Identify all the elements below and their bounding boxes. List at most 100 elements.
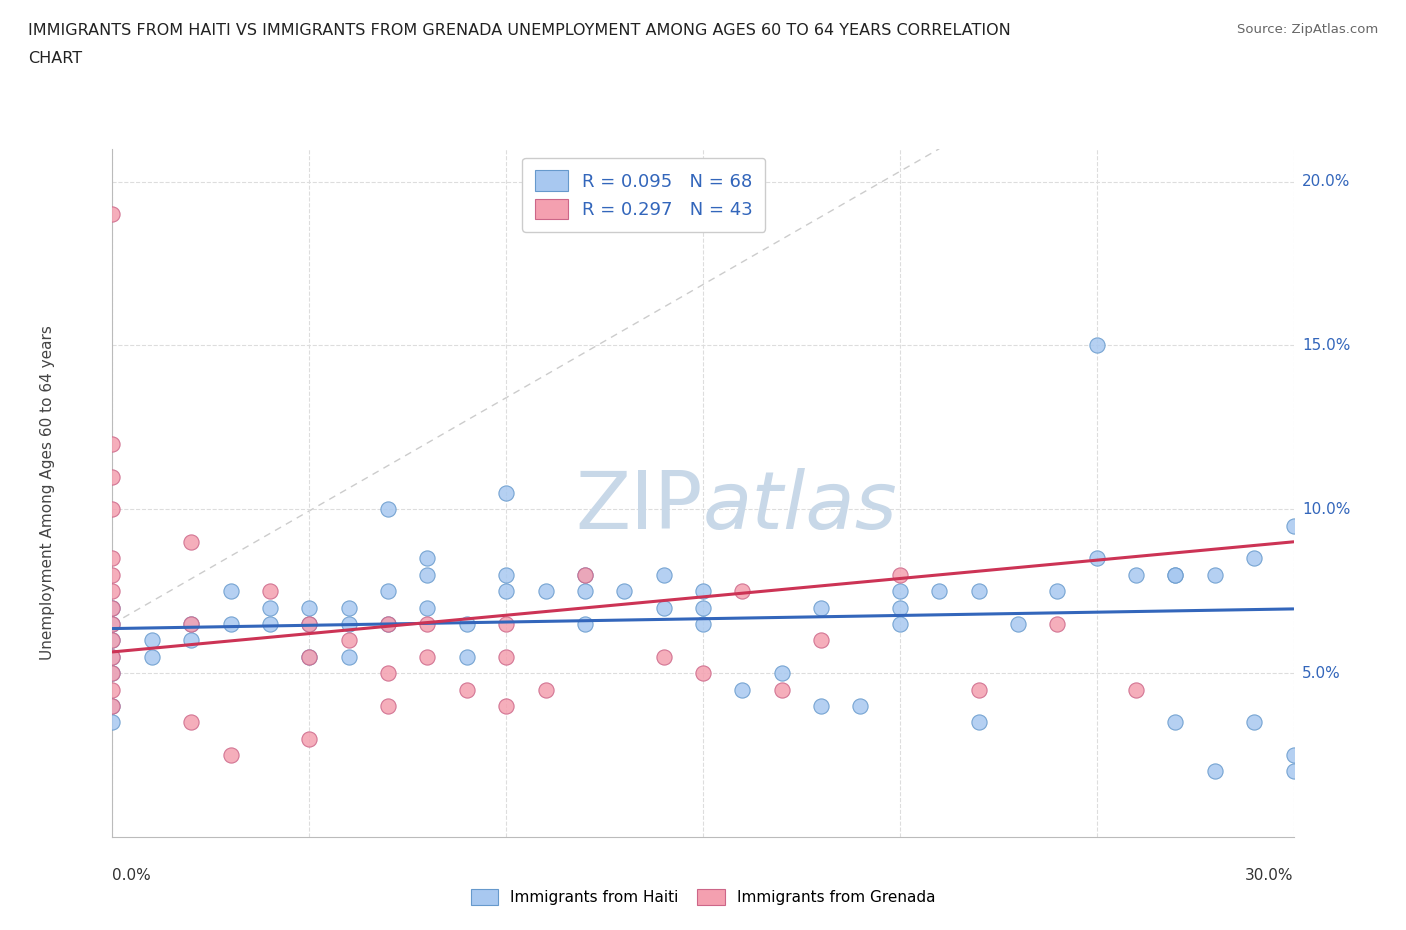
Point [889, 584, 911, 599]
Point [377, 666, 399, 681]
Point [810, 600, 832, 615]
Text: Source: ZipAtlas.com: Source: ZipAtlas.com [1237, 23, 1378, 36]
Point [377, 617, 399, 631]
Point [1282, 748, 1305, 763]
Point [574, 567, 596, 582]
Point [889, 617, 911, 631]
Point [180, 535, 202, 550]
Point [889, 600, 911, 615]
Point [101, 617, 124, 631]
Point [337, 617, 360, 631]
Point [1085, 338, 1108, 352]
Point [1164, 715, 1187, 730]
Point [337, 633, 360, 648]
Point [377, 502, 399, 517]
Point [692, 666, 714, 681]
Point [495, 698, 517, 713]
Point [1085, 551, 1108, 565]
Point [101, 600, 124, 615]
Point [416, 649, 439, 664]
Point [101, 698, 124, 713]
Point [692, 617, 714, 631]
Point [574, 567, 596, 582]
Point [1204, 567, 1226, 582]
Point [337, 600, 360, 615]
Point [1204, 764, 1226, 779]
Text: 15.0%: 15.0% [1302, 338, 1350, 352]
Point [180, 617, 202, 631]
Text: 10.0%: 10.0% [1302, 502, 1350, 517]
Point [770, 682, 793, 697]
Point [456, 617, 478, 631]
Point [101, 551, 124, 565]
Point [219, 617, 242, 631]
Point [416, 600, 439, 615]
Point [298, 617, 321, 631]
Point [652, 649, 675, 664]
Point [298, 617, 321, 631]
Point [101, 469, 124, 484]
Point [180, 715, 202, 730]
Point [101, 633, 124, 648]
Point [574, 617, 596, 631]
Point [377, 584, 399, 599]
Legend: R = 0.095   N = 68, R = 0.297   N = 43: R = 0.095 N = 68, R = 0.297 N = 43 [523, 158, 765, 232]
Point [298, 649, 321, 664]
Point [101, 682, 124, 697]
Point [259, 600, 281, 615]
Point [101, 649, 124, 664]
Point [259, 584, 281, 599]
Point [810, 633, 832, 648]
Text: IMMIGRANTS FROM HAITI VS IMMIGRANTS FROM GRENADA UNEMPLOYMENT AMONG AGES 60 TO 6: IMMIGRANTS FROM HAITI VS IMMIGRANTS FROM… [28, 23, 1011, 38]
Point [141, 633, 163, 648]
Point [298, 600, 321, 615]
Point [1046, 584, 1069, 599]
Text: atlas: atlas [703, 468, 898, 546]
Point [889, 567, 911, 582]
Point [416, 617, 439, 631]
Point [298, 649, 321, 664]
Point [731, 584, 754, 599]
Text: 20.0%: 20.0% [1302, 174, 1350, 189]
Point [1164, 567, 1187, 582]
Point [101, 206, 124, 221]
Point [101, 617, 124, 631]
Point [652, 567, 675, 582]
Point [574, 584, 596, 599]
Point [101, 436, 124, 451]
Point [298, 731, 321, 746]
Point [101, 633, 124, 648]
Text: 5.0%: 5.0% [1302, 666, 1340, 681]
Point [1243, 551, 1265, 565]
Point [810, 698, 832, 713]
Point [180, 633, 202, 648]
Point [377, 698, 399, 713]
Point [1007, 617, 1029, 631]
Text: 30.0%: 30.0% [1246, 868, 1294, 883]
Point [219, 584, 242, 599]
Point [416, 551, 439, 565]
Point [731, 682, 754, 697]
Text: Unemployment Among Ages 60 to 64 years: Unemployment Among Ages 60 to 64 years [39, 326, 55, 660]
Point [928, 584, 950, 599]
Point [692, 584, 714, 599]
Point [101, 698, 124, 713]
Point [1125, 567, 1147, 582]
Point [692, 600, 714, 615]
Point [967, 715, 990, 730]
Point [1282, 518, 1305, 533]
Text: 0.0%: 0.0% [112, 868, 152, 883]
Point [495, 617, 517, 631]
Point [101, 649, 124, 664]
Point [534, 682, 557, 697]
Point [967, 682, 990, 697]
Point [101, 666, 124, 681]
Point [456, 649, 478, 664]
Legend: Immigrants from Haiti, Immigrants from Grenada: Immigrants from Haiti, Immigrants from G… [463, 882, 943, 913]
Point [416, 567, 439, 582]
Text: ZIP: ZIP [575, 468, 703, 546]
Point [495, 584, 517, 599]
Point [337, 649, 360, 664]
Point [101, 666, 124, 681]
Point [1164, 567, 1187, 582]
